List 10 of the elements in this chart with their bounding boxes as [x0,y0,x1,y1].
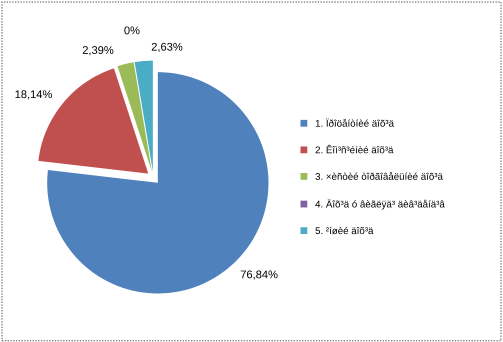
legend-label: 2. Êîì³ñ³éíèé äîõ³ä [316,144,394,154]
legend-label: 1. Ïðîöåíòíèé äîõ³ä [316,118,394,127]
text: 0% [124,26,140,34]
data-label: 2,39% [82,46,114,56]
legend-label: 5. ²íøèé äîõ³ä [315,226,374,234]
legend-label: 4. Äîõ³ä ó âèãëÿä³ äèâ³äåíä³â [315,199,445,210]
data-label: 76,84% [240,270,278,280]
data-label: 18,14% [16,90,52,100]
data-label: 2,63% [152,42,182,52]
legend-label: 3. ×èñòèé òîðãîâåëüíèé äîõ³ä [315,172,443,180]
